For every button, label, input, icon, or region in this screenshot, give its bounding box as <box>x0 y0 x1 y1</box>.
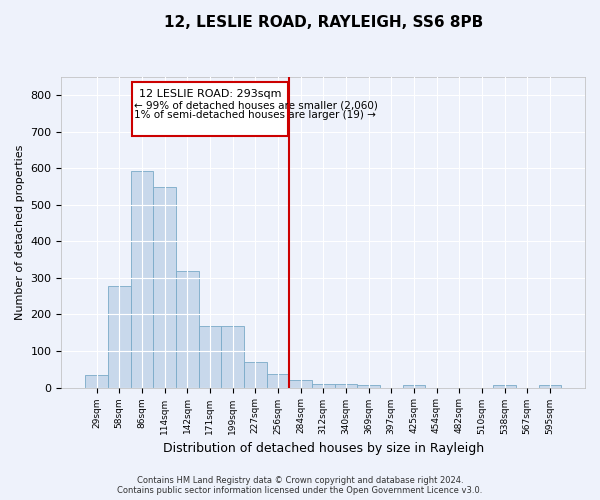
Text: ← 99% of detached houses are smaller (2,060): ← 99% of detached houses are smaller (2,… <box>134 100 378 110</box>
Text: Contains HM Land Registry data © Crown copyright and database right 2024.
Contai: Contains HM Land Registry data © Crown c… <box>118 476 482 495</box>
Text: 12 LESLIE ROAD: 293sqm: 12 LESLIE ROAD: 293sqm <box>139 89 281 99</box>
Bar <box>108 286 131 388</box>
Bar <box>539 385 561 388</box>
Bar <box>266 374 289 388</box>
Bar <box>131 82 288 136</box>
Title: 12, LESLIE ROAD, RAYLEIGH, SS6 8PB: 12, LESLIE ROAD, RAYLEIGH, SS6 8PB <box>164 15 483 30</box>
Bar <box>221 326 244 388</box>
Bar <box>493 385 516 388</box>
Y-axis label: Number of detached properties: Number of detached properties <box>15 144 25 320</box>
Bar <box>289 380 312 388</box>
Bar <box>153 188 176 388</box>
Text: 1% of semi-detached houses are larger (19) →: 1% of semi-detached houses are larger (1… <box>134 110 376 120</box>
Bar <box>312 384 335 388</box>
Bar <box>199 326 221 388</box>
X-axis label: Distribution of detached houses by size in Rayleigh: Distribution of detached houses by size … <box>163 442 484 455</box>
Bar <box>176 270 199 388</box>
Bar <box>85 375 108 388</box>
Bar <box>357 384 380 388</box>
Bar <box>403 384 425 388</box>
Bar <box>335 384 357 388</box>
Bar <box>244 362 266 388</box>
Bar <box>131 171 153 388</box>
